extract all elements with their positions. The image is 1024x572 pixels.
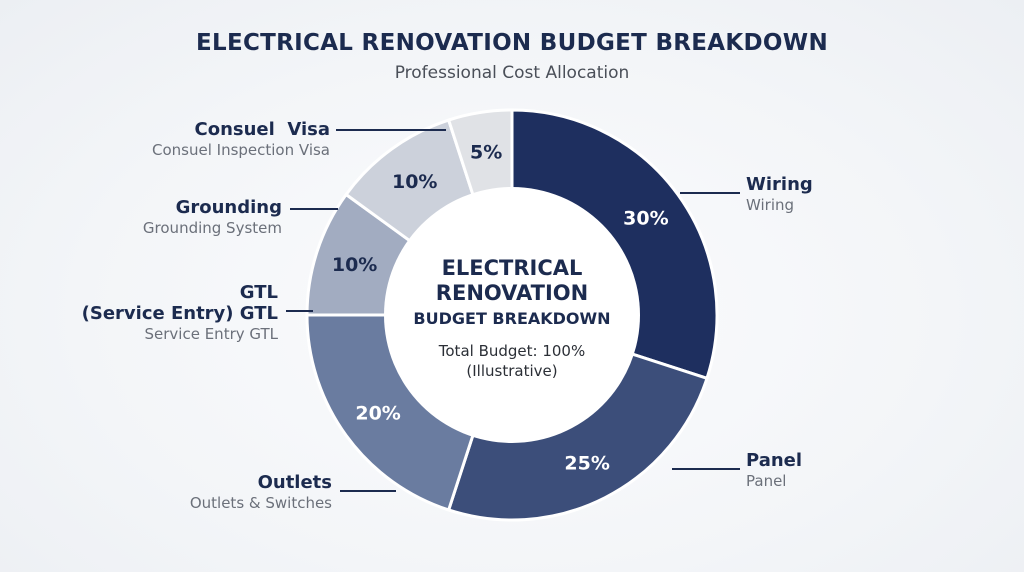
slice-name-consuel: Consuel Visa	[194, 119, 330, 140]
percent-label-wiring: 30%	[623, 208, 668, 230]
slice-name-grounding: Grounding	[175, 197, 282, 218]
percent-label-outlets: 20%	[355, 402, 400, 424]
slice-desc-consuel: Consuel Inspection Visa	[152, 141, 330, 159]
slice-desc-gtl: Service Entry GTL	[144, 325, 279, 343]
slice-name-gtl-line2: (Service Entry) GTL	[81, 303, 278, 324]
center-line-5: (Illustrative)	[466, 362, 557, 380]
legend-label-consuel: Consuel Visa Consuel Inspection Visa	[152, 121, 330, 158]
leader-lines	[286, 129, 740, 492]
legend-label-grounding: Grounding Grounding System	[143, 199, 282, 236]
legend-label-gtl: GTL (Service Entry) GTL Service Entry GT…	[82, 284, 278, 342]
percent-labels: 30% 25% 20% 10% 10% 5%	[332, 142, 669, 475]
slice-desc-wiring: Wiring	[746, 196, 795, 214]
percent-label-consuel: 5%	[470, 142, 502, 164]
center-line-2: RENOVATION	[436, 281, 588, 305]
legend-label-panel: Panel Panel	[746, 452, 802, 489]
center-line-4: Total Budget: 100%	[438, 342, 585, 360]
slice-name-outlets: Outlets	[257, 472, 332, 493]
slice-name-gtl-line1: GTL	[239, 282, 278, 303]
legend-label-wiring: Wiring Wiring	[746, 176, 813, 213]
center-line-3: BUDGET BREAKDOWN	[413, 309, 610, 328]
center-line-1: ELECTRICAL	[442, 256, 583, 280]
percent-label-panel: 25%	[564, 452, 609, 474]
legend-label-outlets: Outlets Outlets & Switches	[190, 474, 332, 511]
slice-name-panel: Panel	[746, 450, 803, 471]
percent-label-grounding: 10%	[392, 171, 437, 193]
percent-label-gtl: 10%	[332, 254, 377, 276]
chart-title: ELECTRICAL RENOVATION BUDGET BREAKDOWN	[196, 30, 828, 56]
chart-subtitle: Professional Cost Allocation	[394, 63, 630, 83]
slice-desc-panel: Panel	[746, 472, 787, 490]
slice-desc-outlets: Outlets & Switches	[189, 494, 332, 512]
slice-name-wiring: Wiring	[746, 174, 813, 195]
donut-center-hole	[384, 187, 640, 443]
slice-desc-grounding: Grounding System	[142, 219, 282, 237]
donut-slices	[305, 108, 719, 522]
